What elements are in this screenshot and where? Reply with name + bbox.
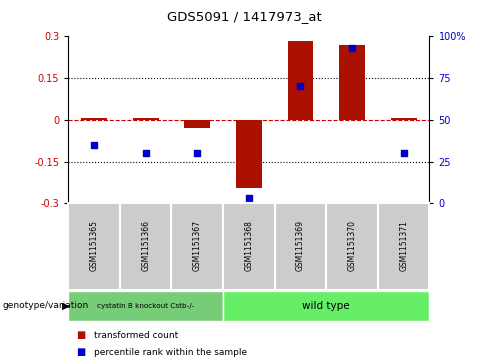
Bar <box>326 203 378 290</box>
Bar <box>223 203 275 290</box>
Bar <box>171 203 223 290</box>
Text: genotype/variation: genotype/variation <box>2 301 89 310</box>
Bar <box>287 41 313 120</box>
Bar <box>120 203 171 290</box>
Text: GSM1151365: GSM1151365 <box>90 220 99 270</box>
Text: wild type: wild type <box>303 301 350 311</box>
Text: GSM1151368: GSM1151368 <box>244 220 253 270</box>
Bar <box>391 118 417 120</box>
Text: GSM1151367: GSM1151367 <box>193 220 202 270</box>
Text: GDS5091 / 1417973_at: GDS5091 / 1417973_at <box>166 10 322 23</box>
Bar <box>339 45 365 120</box>
Bar <box>236 120 262 188</box>
Text: ■: ■ <box>76 347 85 357</box>
Bar <box>81 118 107 120</box>
Point <box>400 150 407 156</box>
Point <box>193 150 201 156</box>
Bar <box>68 291 223 321</box>
Bar <box>133 118 159 120</box>
Bar <box>378 203 429 290</box>
Bar <box>223 291 429 321</box>
Point <box>142 150 150 156</box>
Text: GSM1151366: GSM1151366 <box>141 220 150 270</box>
Text: GSM1151370: GSM1151370 <box>347 220 357 270</box>
Point <box>297 83 305 89</box>
Bar <box>275 203 326 290</box>
Text: ▶: ▶ <box>62 301 70 311</box>
Text: percentile rank within the sample: percentile rank within the sample <box>94 348 247 356</box>
Text: GSM1151371: GSM1151371 <box>399 220 408 270</box>
Point <box>348 45 356 51</box>
Text: GSM1151369: GSM1151369 <box>296 220 305 270</box>
Text: cystatin B knockout Cstb-/-: cystatin B knockout Cstb-/- <box>97 303 194 309</box>
Point <box>90 142 98 148</box>
Bar <box>184 120 210 128</box>
Bar <box>68 203 120 290</box>
Text: ■: ■ <box>76 330 85 340</box>
Point <box>245 195 253 201</box>
Text: transformed count: transformed count <box>94 331 179 340</box>
